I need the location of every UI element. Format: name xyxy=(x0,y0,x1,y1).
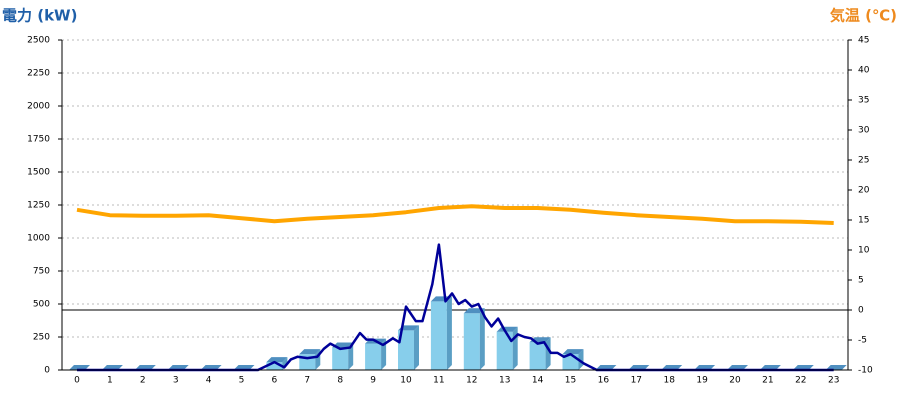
bar xyxy=(365,338,387,370)
bar xyxy=(463,308,485,370)
bar-face xyxy=(496,331,513,370)
x-tick-label: 6 xyxy=(272,376,278,386)
y2-tick-label: -10 xyxy=(858,366,873,376)
bar-face xyxy=(299,349,321,355)
bar-face xyxy=(562,349,584,355)
bar-face xyxy=(479,308,485,370)
bar-face xyxy=(529,342,546,370)
x-tick-label: 20 xyxy=(729,376,741,386)
bar xyxy=(398,325,419,370)
bar-face xyxy=(381,338,387,370)
x-tick-label: 13 xyxy=(499,376,510,386)
bar-face xyxy=(463,308,485,314)
bar-face xyxy=(446,296,452,370)
y2-tick-label: -5 xyxy=(858,336,867,346)
y-tick-label: 1250 xyxy=(27,201,50,211)
x-tick-label: 17 xyxy=(631,376,642,386)
x-tick-label: 0 xyxy=(74,376,80,386)
x-tick-label: 11 xyxy=(433,376,444,386)
x-tick-label: 12 xyxy=(466,376,477,386)
x-tick-label: 5 xyxy=(239,376,245,386)
bar-face xyxy=(332,347,349,370)
x-tick-label: 22 xyxy=(795,376,806,386)
x-tick-label: 16 xyxy=(598,376,610,386)
y2-tick-label: 10 xyxy=(858,246,870,256)
x-tick-label: 7 xyxy=(304,376,310,386)
x-tick-label: 10 xyxy=(400,376,412,386)
bar-face xyxy=(463,313,480,370)
y-axis-title: 電力 (kW) xyxy=(2,7,77,25)
x-tick-label: 23 xyxy=(828,376,839,386)
y2-tick-label: 35 xyxy=(858,96,869,106)
x-tick-label: 9 xyxy=(370,376,376,386)
bar-face xyxy=(348,342,354,370)
bar-face xyxy=(414,325,419,370)
bar xyxy=(299,349,321,370)
x-tick-label: 19 xyxy=(696,376,708,386)
y-tick-label: 0 xyxy=(44,366,50,376)
y2-axis-title: 気温 (℃) xyxy=(830,7,897,25)
y2-tick-label: 15 xyxy=(858,216,869,226)
y-tick-label: 750 xyxy=(33,267,50,277)
bar-face xyxy=(266,362,283,370)
y-tick-label: 1500 xyxy=(27,168,50,178)
line xyxy=(76,204,834,225)
x-tick-label: 4 xyxy=(206,376,212,386)
y-tick-label: 2000 xyxy=(27,102,50,112)
y2-tick-label: 30 xyxy=(858,126,870,136)
bar-face xyxy=(398,330,414,370)
y-tick-label: 1000 xyxy=(27,234,50,244)
y2-tick-label: 40 xyxy=(858,66,870,76)
bar-face xyxy=(512,326,518,370)
x-tick-label: 3 xyxy=(173,376,179,386)
bar xyxy=(430,296,452,370)
y-tick-label: 250 xyxy=(33,333,50,343)
y2-tick-label: 5 xyxy=(858,276,864,286)
y-tick-label: 1750 xyxy=(27,135,50,145)
x-tick-label: 8 xyxy=(337,376,343,386)
line xyxy=(77,243,834,372)
bar-face xyxy=(365,343,382,370)
x-tick-label: 18 xyxy=(663,376,675,386)
x-tick-label: 15 xyxy=(565,376,576,386)
y2-tick-label: 0 xyxy=(858,306,864,316)
x-tick-label: 2 xyxy=(140,376,146,386)
y-tick-label: 500 xyxy=(33,300,50,310)
x-tick-label: 1 xyxy=(107,376,113,386)
y2-tick-label: 45 xyxy=(858,36,869,46)
x-tick-label: 21 xyxy=(762,376,773,386)
bar-face xyxy=(578,349,584,370)
bar-face xyxy=(266,357,288,363)
y2-tick-label: 20 xyxy=(858,186,870,196)
y-tick-label: 2500 xyxy=(27,36,50,46)
bar-face xyxy=(430,301,447,370)
x-tick-label: 14 xyxy=(532,376,544,386)
y-tick-label: 2250 xyxy=(27,69,50,79)
y2-tick-label: 25 xyxy=(858,156,869,166)
